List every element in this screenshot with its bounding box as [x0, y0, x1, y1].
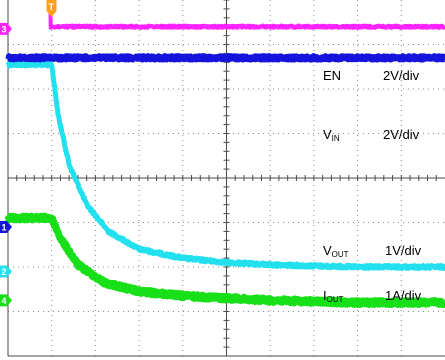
iout-scale: 1A/div: [385, 288, 422, 303]
marker-ch1[interactable]: 1: [0, 220, 12, 233]
trace-vin: [5, 53, 445, 63]
marker-ch4[interactable]: 4: [0, 294, 12, 307]
trace-iout: [4, 212, 445, 309]
annotation-en: EN 2V/div: [323, 68, 420, 83]
annotation-iout: IOUT 1A/div: [323, 288, 422, 304]
vin-scale: 2V/div: [383, 127, 420, 142]
en-scale: 2V/div: [383, 68, 420, 83]
trigger-marker-shape: [46, 0, 57, 17]
trace-en: [48, 0, 445, 30]
vin-label: VIN: [323, 127, 340, 143]
iout-label-sub: OUT: [327, 295, 344, 304]
marker-ch3-label: 3: [2, 24, 7, 34]
vout-label-main: V: [323, 243, 332, 258]
marker-ch2[interactable]: 2: [0, 265, 12, 278]
marker-ch3-shape: [0, 22, 12, 35]
en-label: EN: [323, 68, 341, 83]
annotation-vout: VOUT 1V/div: [323, 243, 422, 259]
trigger-marker[interactable]: T: [46, 0, 57, 17]
marker-ch2-label: 2: [2, 267, 7, 277]
vin-label-sub: IN: [332, 134, 340, 143]
trace-vout: [5, 60, 445, 271]
marker-ch3[interactable]: 3: [0, 22, 12, 35]
vout-scale: 1V/div: [385, 243, 422, 258]
marker-ch4-label: 4: [2, 296, 7, 306]
channel-markers: 3 1 2 4 T: [0, 0, 57, 307]
iout-label: IOUT: [323, 288, 344, 304]
vout-label-sub: OUT: [332, 250, 349, 259]
annotation-vin: VIN 2V/div: [323, 127, 420, 143]
traces: [4, 0, 445, 309]
marker-ch4-shape: [0, 294, 12, 307]
vout-label: VOUT: [323, 243, 349, 259]
marker-ch2-shape: [0, 265, 12, 278]
iout-label-main: I: [323, 288, 327, 303]
marker-ch1-shape: [0, 220, 12, 233]
marker-ch1-label: 1: [2, 222, 7, 232]
trigger-marker-label: T: [49, 2, 55, 12]
vin-label-main: V: [323, 127, 332, 142]
